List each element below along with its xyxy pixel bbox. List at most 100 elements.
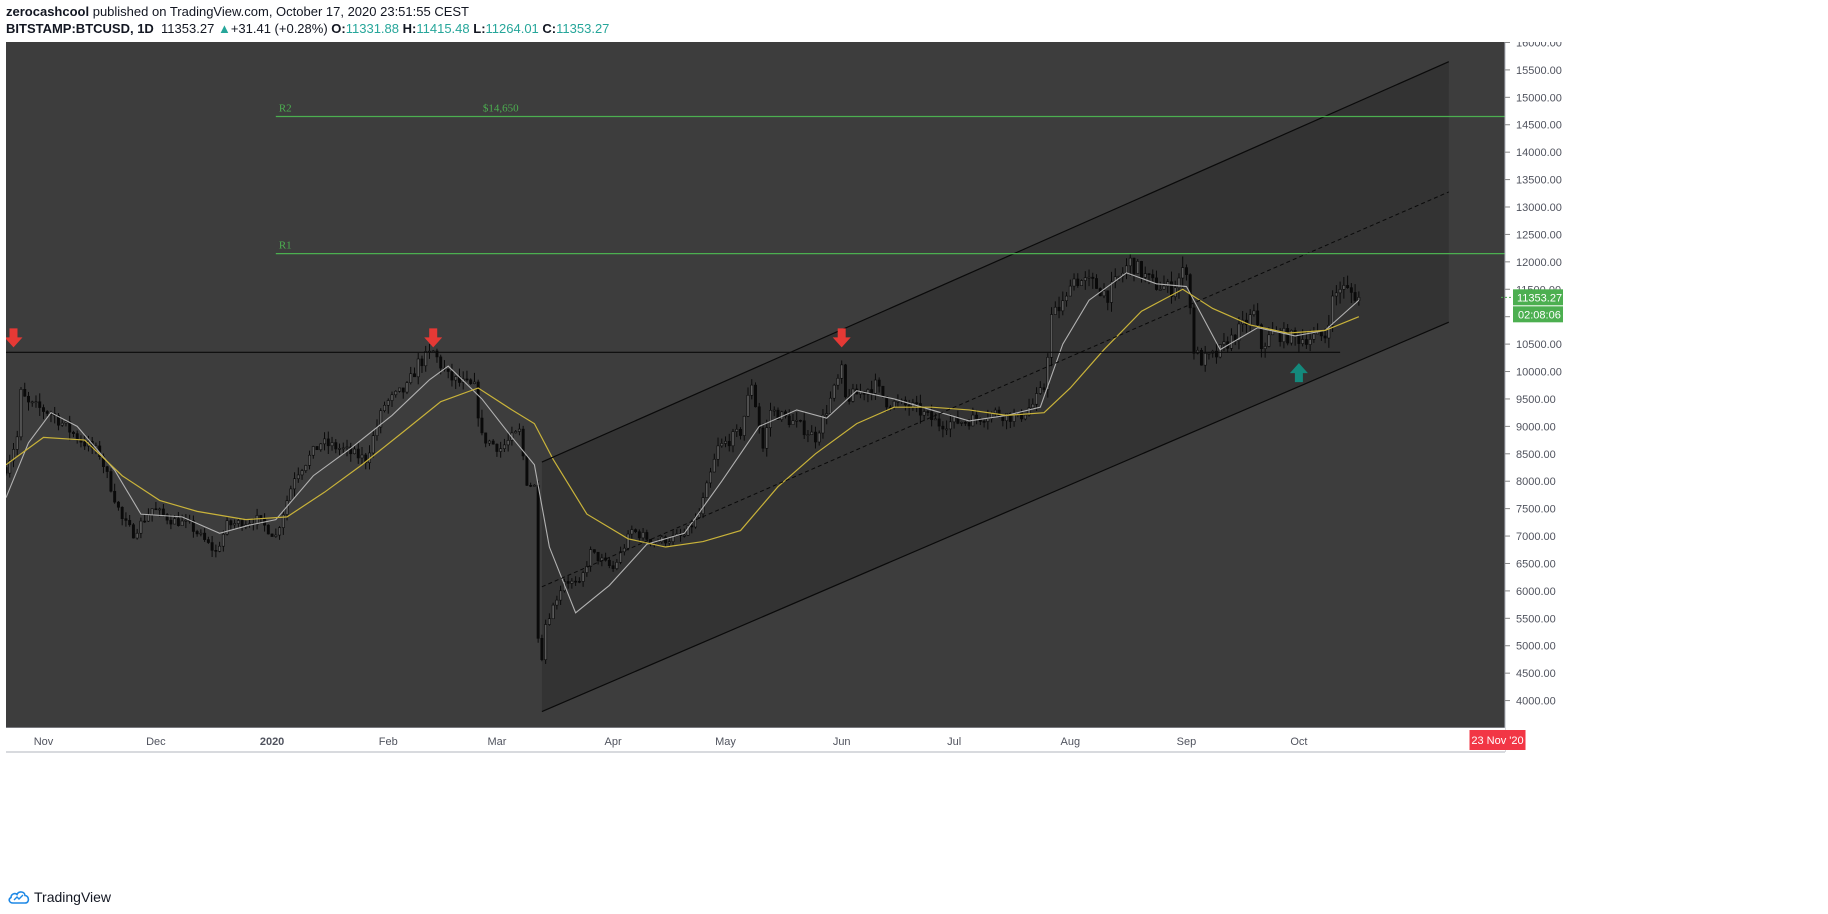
candle-body: [255, 515, 259, 525]
candle-body: [1020, 412, 1024, 420]
candle-body: [199, 532, 203, 535]
candle-body: [1192, 307, 1196, 354]
candle-body: [1005, 413, 1009, 422]
resistance-label: R1: [279, 240, 292, 252]
candle-body: [832, 384, 836, 399]
author-name[interactable]: zerocashcool: [6, 4, 90, 19]
candle-body: [300, 470, 304, 476]
candle-body: [896, 400, 900, 403]
candle-body: [233, 523, 237, 526]
candle-body: [1349, 287, 1353, 293]
candle-body: [386, 400, 390, 406]
candle-body: [1338, 289, 1342, 294]
arrow-down-icon: [832, 328, 851, 348]
footer-brand[interactable]: TradingView: [34, 889, 112, 905]
candle-body: [446, 368, 450, 372]
candle-body: [409, 373, 413, 383]
candle-body: [281, 514, 285, 528]
candle-body: [12, 449, 15, 462]
candle-body: [349, 446, 353, 455]
price-chart[interactable]: R2 $14,650 R1 4000.00 4500.00 5000.00 5500.00…: [0, 42, 1828, 882]
candle-body: [210, 542, 214, 551]
high-label: H:: [402, 21, 417, 36]
candle-body: [724, 440, 727, 444]
candle-body: [960, 422, 964, 424]
candle-body: [334, 442, 338, 450]
candle-body: [495, 443, 499, 452]
price-tick-label: 16000.00: [1516, 42, 1562, 49]
high-value: 11415.48: [416, 21, 470, 36]
candle-body: [150, 508, 154, 516]
candle-body: [1353, 292, 1357, 301]
candle-body: [154, 508, 158, 511]
candle-body: [83, 441, 87, 447]
candle-body: [135, 532, 139, 539]
candle-body: [544, 624, 548, 661]
candle-body: [1038, 387, 1042, 394]
candle-body: [240, 520, 244, 528]
candle-body: [727, 440, 731, 447]
close-value: 11353.27: [556, 21, 610, 36]
candle-body: [161, 508, 165, 515]
candle-body: [472, 381, 476, 384]
time-tick-label: Apr: [605, 736, 622, 748]
candle-body: [1267, 334, 1271, 347]
price-tick-label: 9500.00: [1516, 394, 1556, 406]
candle-body: [502, 444, 506, 449]
price-axis[interactable]: 4000.00 4500.00 5000.00 5500.00 6000.00 6500.…: [1501, 42, 1563, 752]
candle-body: [517, 428, 521, 432]
candle-body: [38, 401, 42, 408]
open-label: O:: [331, 21, 346, 36]
channel-mid-line[interactable]: [541, 191, 1449, 588]
candle-body: [577, 581, 581, 583]
candle-body: [570, 580, 574, 584]
candle-body: [124, 518, 128, 521]
candle-body: [873, 379, 877, 394]
candle-body: [206, 539, 210, 543]
candle-body: [1113, 276, 1117, 283]
candle-body: [506, 440, 510, 446]
candle-body: [611, 565, 615, 569]
plot-area[interactable]: R2 $14,650 R1: [4, 42, 1505, 728]
time-axis[interactable]: Nov Dec 2020 Feb Mar Apr May Jun Jul Aug Sep Oct 23 …: [6, 727, 1526, 753]
candle-body: [870, 389, 874, 394]
candle-body: [739, 428, 742, 436]
candle-body: [469, 379, 473, 384]
candle-body: [450, 371, 454, 381]
price-tick-label: 6500.00: [1516, 558, 1556, 570]
candle-body: [1065, 295, 1069, 302]
candle-body: [1080, 280, 1083, 286]
candle-body: [697, 513, 701, 518]
candle-body: [1278, 330, 1282, 343]
candle-body: [45, 411, 49, 414]
candle-body: [750, 384, 754, 396]
candle-body: [1259, 324, 1263, 349]
candle-body: [259, 515, 263, 519]
last-price: 11353.27: [161, 21, 215, 36]
candle-body: [596, 551, 600, 562]
candle-body: [476, 381, 480, 419]
candle-body: [769, 410, 772, 428]
candle-body: [278, 527, 282, 536]
candle-body: [1256, 310, 1260, 326]
price-tick-label: 13500.00: [1516, 175, 1562, 187]
ohlc-legend: BITSTAMP:BTCUSD, 1D 11353.27 ▲+31.41 (+0…: [6, 21, 609, 36]
candle-body: [802, 420, 806, 436]
candle-body: [360, 454, 364, 459]
channel-upper-line[interactable]: [541, 61, 1450, 463]
price-tick-label: 8000.00: [1516, 476, 1556, 488]
candle-body: [881, 385, 885, 397]
candle-body: [1181, 267, 1185, 279]
channel-lower-line[interactable]: [541, 321, 1450, 713]
candle-body: [1053, 306, 1057, 315]
candle-body: [1203, 353, 1207, 366]
price-tick-label: 15500.00: [1516, 65, 1562, 77]
candle-body: [191, 520, 195, 532]
candle-body: [540, 638, 544, 661]
candle-body: [892, 400, 896, 408]
candle-body: [1106, 290, 1110, 303]
candle-body: [581, 572, 585, 582]
resistance-price-label: $14,650: [483, 103, 519, 115]
candle-body: [615, 562, 619, 569]
tradingview-footer: TradingView: [8, 889, 111, 905]
